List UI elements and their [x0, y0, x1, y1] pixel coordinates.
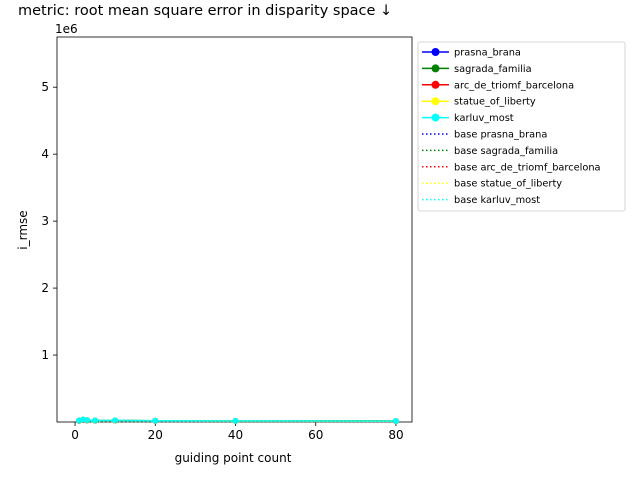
legend-marker — [431, 80, 440, 89]
x-tick-label: 60 — [308, 428, 323, 442]
legend-marker — [431, 48, 440, 56]
x-tick-label: 20 — [148, 428, 163, 442]
legend-label: base arc_de_triomf_barcelona — [454, 162, 601, 173]
legend-label: base statue_of_liberty — [454, 179, 562, 190]
plot-area: 0 20 40 60 80 1 2 3 4 5 — [41, 36, 413, 442]
legend-marker — [431, 64, 440, 73]
y-axis-label: i_rmse — [16, 210, 30, 249]
x-tick-label: 40 — [228, 428, 243, 442]
y-tick-label: 5 — [41, 80, 49, 94]
legend-label: base sagrada_familia — [454, 146, 558, 157]
legend-label: sagrada_familia — [454, 64, 532, 75]
legend-marker — [431, 113, 440, 122]
data-point-karluv_most — [84, 417, 91, 424]
y-tick-label: 3 — [41, 214, 49, 228]
legend-box — [417, 41, 626, 212]
data-point-karluv_most — [112, 417, 119, 424]
legend-label: prasna_brana — [454, 48, 521, 59]
y-tick-label: 1 — [41, 348, 49, 362]
x-axis-label: guiding point count — [175, 451, 292, 465]
legend-label: karluv_most — [454, 113, 514, 124]
x-tick-label: 80 — [388, 428, 403, 442]
data-point-karluv_most — [92, 417, 99, 424]
chart-title: metric: root mean square error in dispar… — [18, 3, 392, 19]
legend: prasna_brana sagrada_familia arc_de_triomf… — [417, 41, 626, 212]
y-tick-label: 2 — [41, 281, 49, 295]
y-tick-label: 4 — [41, 147, 49, 161]
legend-label: base karluv_most — [454, 195, 540, 206]
legend-label: arc_de_triomf_barcelona — [454, 80, 574, 91]
legend-label: statue_of_liberty — [454, 97, 536, 108]
x-tick-label: 0 — [71, 428, 79, 442]
axes-frame — [56, 36, 413, 423]
legend-label: base prasna_brana — [454, 130, 547, 141]
y-axis-offset-label: 1e6 — [55, 22, 78, 36]
legend-marker — [431, 97, 440, 106]
